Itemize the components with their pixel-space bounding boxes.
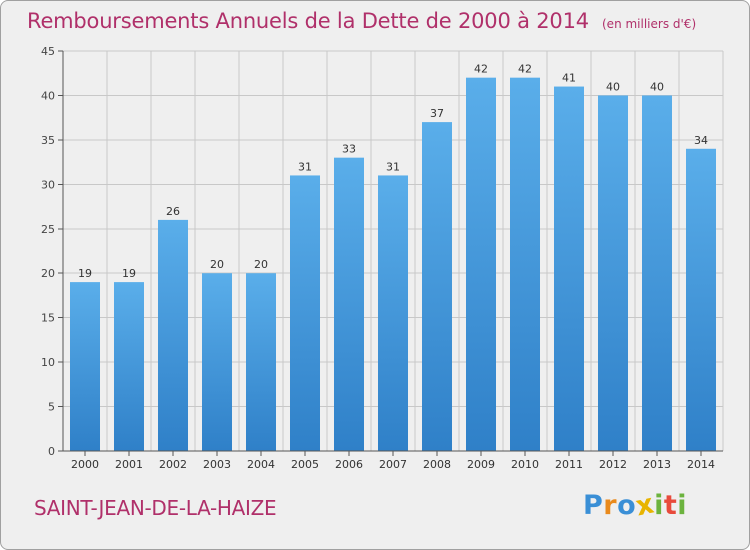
y-tick-label: 5 bbox=[48, 401, 55, 414]
data-label: 41 bbox=[562, 72, 576, 85]
proxiti-logo: Proxiti bbox=[583, 488, 688, 522]
bar-2011 bbox=[554, 86, 584, 452]
data-label: 31 bbox=[386, 160, 400, 173]
x-tick-label: 2002 bbox=[159, 458, 187, 471]
x-tick-label: 2012 bbox=[599, 458, 627, 471]
y-tick-label: 40 bbox=[41, 89, 55, 102]
bar-2009 bbox=[466, 77, 496, 452]
y-tick-label: 10 bbox=[41, 356, 55, 369]
bar-2002 bbox=[158, 219, 188, 451]
bar-2013 bbox=[642, 95, 672, 451]
axes bbox=[58, 50, 723, 456]
bar-2007 bbox=[378, 175, 408, 451]
data-label: 19 bbox=[78, 267, 92, 280]
bar-2004 bbox=[246, 273, 276, 451]
data-label: 42 bbox=[474, 63, 488, 76]
x-tick-label: 2008 bbox=[423, 458, 451, 471]
data-label: 40 bbox=[606, 80, 620, 93]
x-tick-label: 2005 bbox=[291, 458, 319, 471]
data-label: 31 bbox=[298, 160, 312, 173]
x-tick-label: 2000 bbox=[71, 458, 99, 471]
data-label: 20 bbox=[210, 258, 224, 271]
x-tick-label: 2003 bbox=[203, 458, 231, 471]
x-tick-label: 2014 bbox=[687, 458, 715, 471]
bar-2006 bbox=[334, 157, 364, 451]
y-tick-label: 25 bbox=[41, 223, 55, 236]
y-tick-label: 35 bbox=[41, 134, 55, 147]
data-label: 34 bbox=[694, 134, 708, 147]
x-tick-label: 2013 bbox=[643, 458, 671, 471]
bar-2001 bbox=[114, 282, 144, 451]
commune-name: SAINT-JEAN-DE-LA-HAIZE bbox=[34, 496, 277, 520]
labels: 0 5 10 15 20 25 30 35 40 45 19 2000 19 2001 26 2002 20 20… bbox=[41, 45, 715, 471]
x-tick-label: 2004 bbox=[247, 458, 275, 471]
data-label: 37 bbox=[430, 107, 444, 120]
x-tick-label: 2011 bbox=[555, 458, 583, 471]
y-tick-label: 45 bbox=[41, 45, 55, 58]
logo-letter: o bbox=[617, 490, 637, 521]
bar-2008 bbox=[422, 122, 452, 451]
data-label: 20 bbox=[254, 258, 268, 271]
bars bbox=[70, 77, 716, 452]
x-tick-label: 2001 bbox=[115, 458, 143, 471]
title-row: Remboursements Annuels de la Dette de 20… bbox=[27, 9, 696, 33]
bar-2014 bbox=[686, 148, 716, 451]
data-label: 40 bbox=[650, 80, 664, 93]
x-tick-label: 2007 bbox=[379, 458, 407, 471]
bar-2005 bbox=[290, 175, 320, 451]
chart-title: Remboursements Annuels de la Dette de 20… bbox=[27, 9, 589, 33]
x-tick-label: 2009 bbox=[467, 458, 495, 471]
logo-letter: P bbox=[583, 490, 604, 521]
x-tick-label: 2010 bbox=[511, 458, 539, 471]
logo-letter: t bbox=[663, 490, 678, 521]
bar-2003 bbox=[202, 273, 232, 451]
data-label: 26 bbox=[166, 205, 180, 218]
x-tick-label: 2006 bbox=[335, 458, 363, 471]
y-tick-label: 0 bbox=[48, 445, 55, 458]
y-tick-label: 20 bbox=[41, 267, 55, 280]
logo-letter: i bbox=[677, 490, 688, 521]
y-tick-label: 15 bbox=[41, 312, 55, 325]
data-label: 33 bbox=[342, 143, 356, 156]
data-label: 19 bbox=[122, 267, 136, 280]
logo-letter: i bbox=[654, 490, 664, 521]
logo-letter: r bbox=[603, 490, 618, 521]
bar-2000 bbox=[70, 282, 100, 451]
bar-2010 bbox=[510, 77, 540, 452]
data-label: 42 bbox=[518, 63, 532, 76]
y-tick-label: 30 bbox=[41, 178, 55, 191]
chart-subtitle: (en milliers d'€) bbox=[602, 17, 697, 31]
bar-2012 bbox=[598, 95, 628, 451]
